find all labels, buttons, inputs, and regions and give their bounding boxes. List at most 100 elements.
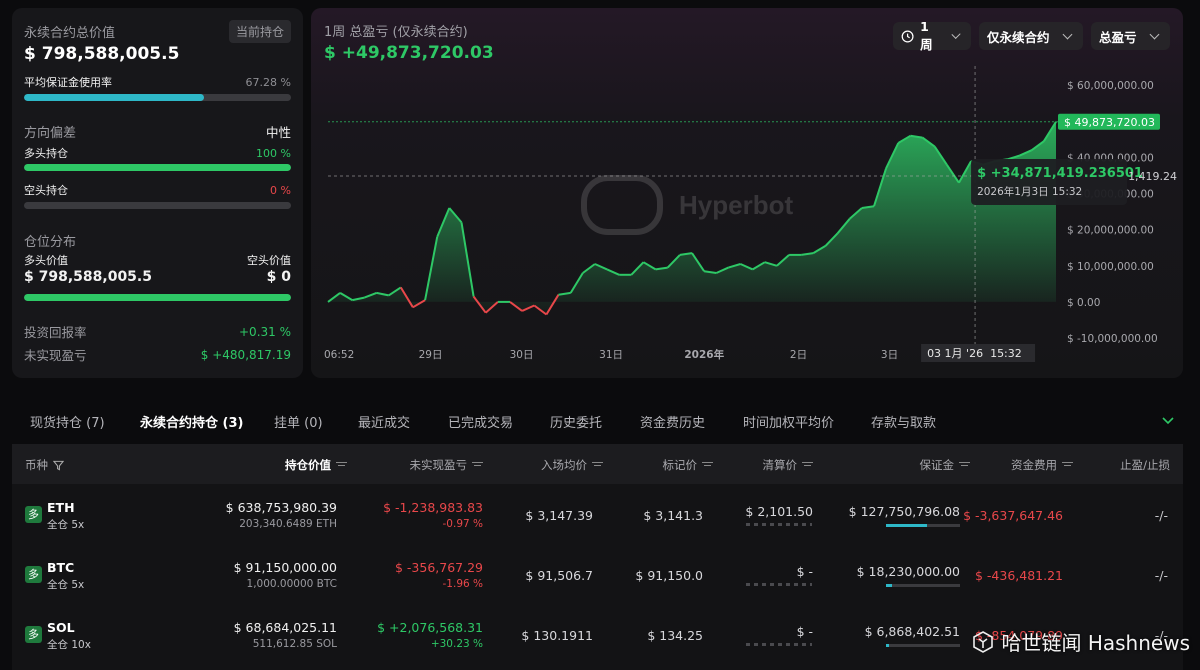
long-value-label: 多头价值: [24, 254, 68, 267]
pnl-line-segment: [764, 261, 778, 267]
tab-5[interactable]: 历史委托: [550, 416, 603, 431]
positions-table: 币种 持仓价值 未实现盈亏 入场均价 标记价 清算价 保证金 资金费用 止盈/止…: [12, 444, 1183, 670]
coin-symbol[interactable]: BTC: [47, 560, 75, 575]
tab-3[interactable]: 最近成交: [358, 416, 411, 431]
col-header-funding[interactable]: 资金费用: [1011, 457, 1073, 473]
pnl-line-segment: [485, 301, 499, 314]
col-header-mark[interactable]: 标记价: [662, 457, 713, 473]
tp-sl[interactable]: -/-: [1154, 508, 1168, 523]
pnl-line-segment: [642, 261, 657, 271]
pnl-line-segment: [388, 286, 402, 297]
pnl-line-segment: [448, 207, 463, 224]
pnl-line-segment: [533, 304, 547, 316]
pnl-line-segment: [1043, 121, 1057, 142]
y-tick-label: $ -10,000,000.00: [1067, 333, 1158, 345]
position-size: 511,612.85 SOL: [252, 638, 337, 650]
filter-icon[interactable]: [53, 460, 64, 471]
metric-select[interactable]: 总盈亏: [1091, 22, 1170, 50]
x-tick-label: 3日: [881, 349, 898, 361]
pnl-line-segment: [752, 261, 766, 271]
margin-usage-label: 平均保证金使用率: [24, 76, 112, 89]
pnl-line-segment: [606, 268, 620, 276]
pnl-line-segment: [824, 232, 839, 247]
tp-sl[interactable]: -/-: [1154, 568, 1168, 583]
table-header: 币种 持仓价值 未实现盈亏 入场均价 标记价 清算价 保证金 资金费用 止盈/止…: [12, 444, 1183, 484]
y-tick-label: $ 60,000,000.00: [1067, 80, 1154, 92]
short-value: $ 0: [266, 269, 291, 285]
pnl-line-segment: [703, 270, 717, 274]
crosshair-x-tag: 03 1月 '26 15:32: [921, 344, 1036, 362]
long-side-badge: 多: [25, 626, 42, 643]
scope-select[interactable]: 仅永续合约: [979, 22, 1083, 50]
tab-6[interactable]: 资金费历史: [640, 416, 706, 431]
distribution-fill: [24, 294, 291, 301]
sort-icon: [472, 461, 483, 470]
current-value-tag-bg: [1058, 113, 1160, 130]
pnl-line-segment: [836, 218, 851, 234]
x-tick-label: 29日: [419, 349, 443, 361]
margin-mode: 全仓 10x: [47, 639, 91, 651]
tab-4[interactable]: 已完成交易: [448, 416, 514, 431]
tab-0[interactable]: 现货持仓 (7): [30, 416, 105, 431]
table-row[interactable]: 多 SOL 全仓 10x $ 68,684,025.11 511,612.85 SOL $…: [12, 604, 1183, 664]
col-header-upnl[interactable]: 未实现盈亏: [410, 457, 483, 473]
col-header-coin[interactable]: 币种: [25, 457, 64, 473]
chevron-down-icon[interactable]: [1161, 416, 1175, 426]
tp-sl[interactable]: -/-: [1154, 628, 1168, 643]
long-value: $ 798,588,005.5: [24, 269, 152, 285]
tab-8[interactable]: 存款与取款: [871, 416, 937, 431]
col-header-liq-label: 清算价: [762, 458, 798, 472]
short-position-label: 空头持仓: [24, 184, 68, 197]
y-tick-label: $ 20,000,000.00: [1067, 225, 1154, 237]
tab-7[interactable]: 时间加权平均价: [743, 416, 835, 431]
y-tick-label: $ 10,000,000.00: [1067, 261, 1154, 273]
liquidation-price: $ -: [796, 564, 813, 579]
current-position-badge[interactable]: 当前持仓: [228, 20, 291, 43]
pnl-chart[interactable]: Hyperbot $ 60,000,000.00$ 50,000,000.00$…: [311, 8, 1183, 378]
pnl-line-segment: [655, 266, 668, 271]
pnl-line-segment: [933, 146, 948, 166]
sort-icon: [592, 461, 603, 470]
pnl-line-segment: [364, 291, 377, 299]
coin-symbol[interactable]: ETH: [47, 500, 75, 515]
unrealized-pnl: $ -1,238,983.83: [383, 500, 483, 515]
x-tick-label: 06:52: [324, 349, 354, 361]
unrealized-pnl-pct: -1.96 %: [442, 578, 483, 590]
col-header-mark-label: 标记价: [662, 458, 698, 472]
pnl-line-segment: [921, 136, 936, 148]
pnl-line-segment: [945, 164, 960, 184]
pnl-line-segment: [339, 292, 353, 301]
short-position-bar: [24, 202, 291, 209]
col-header-value[interactable]: 持仓价值: [285, 457, 347, 473]
clock-icon: [901, 30, 914, 42]
position-value: $ 638,753,980.39: [225, 500, 337, 515]
margin-bar-fill: [886, 524, 927, 527]
col-header-tpsl-label: 止盈/止损: [1120, 458, 1170, 472]
short-position-pct: 0 %: [270, 183, 291, 197]
sort-icon: [959, 461, 970, 470]
period-select[interactable]: 1周: [893, 19, 971, 52]
total-value: $ 798,588,005.5: [24, 44, 180, 64]
table-row[interactable]: 多 ETH 全仓 5x $ 638,753,980.39 203,340.6489 ET…: [12, 484, 1183, 544]
col-header-entry[interactable]: 入场均价: [541, 457, 603, 473]
margin-mode: 全仓 5x: [47, 519, 85, 531]
pnl-line-segment: [691, 252, 705, 272]
tab-1[interactable]: 永续合约持仓 (3): [140, 416, 244, 431]
pnl-line-segment: [861, 205, 875, 209]
hashnews-watermark: 哈世链闻 Hashnews: [971, 627, 1190, 656]
margin-value: $ 18,230,000.00: [856, 564, 960, 579]
unrealized-pnl: $ +2,076,568.31: [377, 620, 483, 635]
coin-symbol[interactable]: SOL: [47, 620, 75, 635]
liquidation-distance-bar: [746, 523, 812, 526]
funding-fee: $ -436,481.21: [974, 568, 1063, 583]
pnl-line-segment: [630, 261, 645, 276]
col-header-margin-label: 保证金: [919, 458, 955, 472]
col-header-liq[interactable]: 清算价: [762, 457, 813, 473]
position-size: 1,000.00000 BTC: [246, 578, 337, 590]
position-value: $ 91,150,000.00: [233, 560, 337, 575]
pnl-line-segment: [376, 291, 389, 297]
tab-2[interactable]: 挂单 (0): [274, 416, 323, 431]
table-row[interactable]: 多 BTC 全仓 5x $ 91,150,000.00 1,000.00000 BTC $…: [12, 544, 1183, 604]
position-value: $ 68,684,025.11: [233, 620, 337, 635]
col-header-margin[interactable]: 保证金: [919, 457, 970, 473]
